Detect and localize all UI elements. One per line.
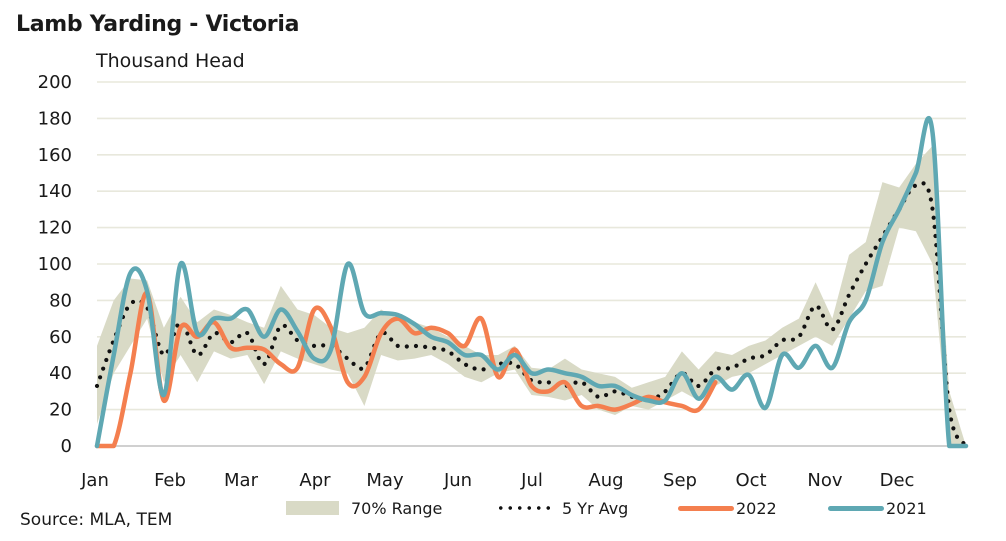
y-tick-label: 120 (38, 218, 72, 239)
y-tick-label: 140 (38, 181, 72, 202)
series-2021 (94, 115, 969, 449)
y-tick-label: 160 (38, 145, 72, 166)
y-tick-label: 0 (61, 436, 72, 457)
x-tick-label: Sep (663, 470, 697, 491)
x-tick-label: Jan (80, 470, 109, 491)
x-tick-label: Jun (443, 470, 472, 491)
x-tick-label: Feb (154, 470, 186, 491)
source-note: Source: MLA, TEM (20, 510, 173, 530)
legend-swatch-2021 (828, 505, 884, 511)
legend-swatch-range (286, 501, 339, 515)
y-tick-label: 20 (49, 400, 72, 421)
x-tick-label: Mar (224, 470, 259, 491)
legend-item-2022: 2022 (678, 497, 777, 519)
legend-swatch-2022 (678, 505, 734, 511)
y-tick-label: 100 (38, 254, 72, 275)
y-tick-label: 200 (38, 72, 72, 93)
series-layer (94, 115, 969, 449)
y-tick-label: 180 (38, 108, 72, 129)
series-2022 (94, 290, 718, 449)
legend-label-2022: 2022 (736, 498, 777, 518)
legend: 70% Range 5 Yr Avg 2022 2021 (0, 497, 1006, 521)
gridlines (97, 81, 966, 447)
y-axis-unit-label: Thousand Head (96, 50, 245, 72)
x-tick-label: Dec (880, 470, 915, 491)
x-tick-label: Oct (735, 470, 766, 491)
y-tick-label: 80 (49, 290, 72, 311)
legend-item-2021: 2021 (828, 497, 927, 519)
legend-item-avg: 5 Yr Avg (496, 497, 628, 519)
y-tick-label: 40 (49, 363, 72, 384)
x-tick-label: Nov (807, 470, 842, 491)
x-tick-label: Apr (299, 470, 331, 491)
legend-item-range: 70% Range (286, 497, 442, 519)
legend-label-range: 70% Range (351, 498, 443, 518)
legend-label-avg: 5 Yr Avg (562, 498, 629, 518)
x-axis-ticks: Jan Feb Mar Apr May Jun Jul Aug Sep Oct Nov Dec (80, 470, 914, 491)
x-tick-label: Jul (520, 470, 543, 491)
legend-label-2021: 2021 (886, 498, 927, 518)
range-band (97, 145, 966, 446)
y-tick-label: 60 (49, 327, 72, 348)
legend-swatch-avg (496, 506, 552, 510)
chart-title: Lamb Yarding - Victoria (16, 12, 300, 37)
x-tick-label: Aug (588, 470, 623, 491)
x-tick-label: May (366, 470, 404, 491)
y-axis-ticks: 0 20 40 60 80 100 120 140 160 180 200 (38, 72, 72, 457)
